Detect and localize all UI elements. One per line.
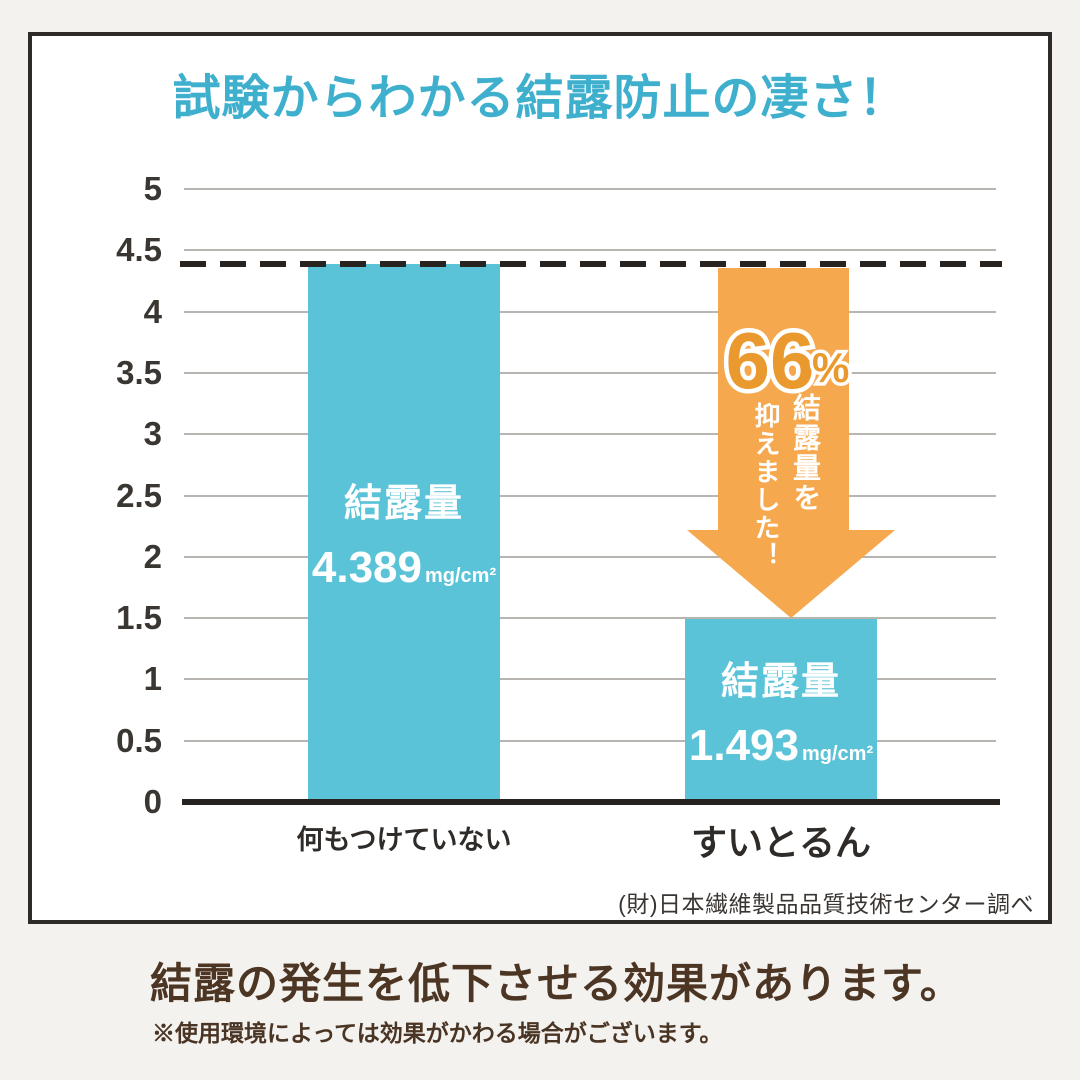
chart-card: 試験からわかる結露防止の凄さ！ 66 % 結露量を 抑えました！ 0 0.5 1 1.… xyxy=(28,32,1052,924)
gridline xyxy=(184,678,996,681)
reduction-arrow-overlay: 66 % xyxy=(687,268,895,618)
gridline xyxy=(184,433,996,436)
gridline xyxy=(184,555,996,558)
y-tick-label: 0.5 xyxy=(116,721,162,759)
gridline xyxy=(184,371,996,374)
bar-2: 結露量 1.493 mg/cm² xyxy=(685,618,877,802)
bar-series-label: 結露量 xyxy=(343,483,464,526)
y-tick-label: 0 xyxy=(143,783,162,820)
x-category-label: 何もつけていない xyxy=(296,825,512,855)
gridline xyxy=(184,188,996,190)
bar-series-label: 結露量 xyxy=(720,660,841,703)
percent-symbol: % xyxy=(812,344,849,391)
gridline xyxy=(184,739,996,742)
y-tick-label: 4 xyxy=(143,292,162,330)
footer-heading: 結露の発生を低下させる効果があります。 xyxy=(150,960,963,1007)
y-tick-label: 3 xyxy=(143,415,162,453)
bar-value-number: 4.389 xyxy=(311,543,422,593)
x-category-label: すいとるん xyxy=(690,822,872,863)
chart-title: 試験からわかる結露防止の凄さ！ xyxy=(172,72,908,125)
percent-value: 66 xyxy=(726,316,815,405)
y-tick-label: 1.5 xyxy=(116,599,162,637)
bar-value: 4.389 mg/cm² xyxy=(312,543,496,593)
y-tick-label: 2 xyxy=(143,537,162,575)
bar-value-unit: mg/cm² xyxy=(801,742,874,765)
reference-dashed-line xyxy=(180,260,1002,267)
x-axis-line xyxy=(182,799,1000,805)
bar-value-unit: mg/cm² xyxy=(424,565,497,588)
y-tick-label: 1 xyxy=(143,660,162,698)
y-tick-label: 5 xyxy=(143,170,162,207)
arrow-caption-line-1: 結露量を xyxy=(790,393,821,513)
gridline xyxy=(184,494,996,497)
y-tick-label: 4.5 xyxy=(116,231,162,269)
arrow-caption-line-2: 抑えました！ xyxy=(751,402,781,570)
bar-value-number: 1.493 xyxy=(688,720,799,770)
bar-value: 1.493 mg/cm² xyxy=(689,721,873,771)
plot-area: 66 % 結露量を 抑えました！ 0 0.5 1 1.5 2 2.5 3 3.5 4 4.5 5 結露… xyxy=(32,36,1048,920)
bar-1: 結露量 4.389 mg/cm² xyxy=(308,263,500,802)
data-source-credit: (財)日本繊維製品品質技術センター調べ xyxy=(618,891,1034,917)
gridline xyxy=(184,310,996,313)
y-tick-label: 2.5 xyxy=(116,476,162,514)
y-tick-label: 3.5 xyxy=(116,353,162,391)
gridline xyxy=(184,617,996,620)
footer-note: ※使用環境によっては効果がかわる場合がございます。 xyxy=(152,1020,723,1046)
gridline xyxy=(184,249,996,252)
